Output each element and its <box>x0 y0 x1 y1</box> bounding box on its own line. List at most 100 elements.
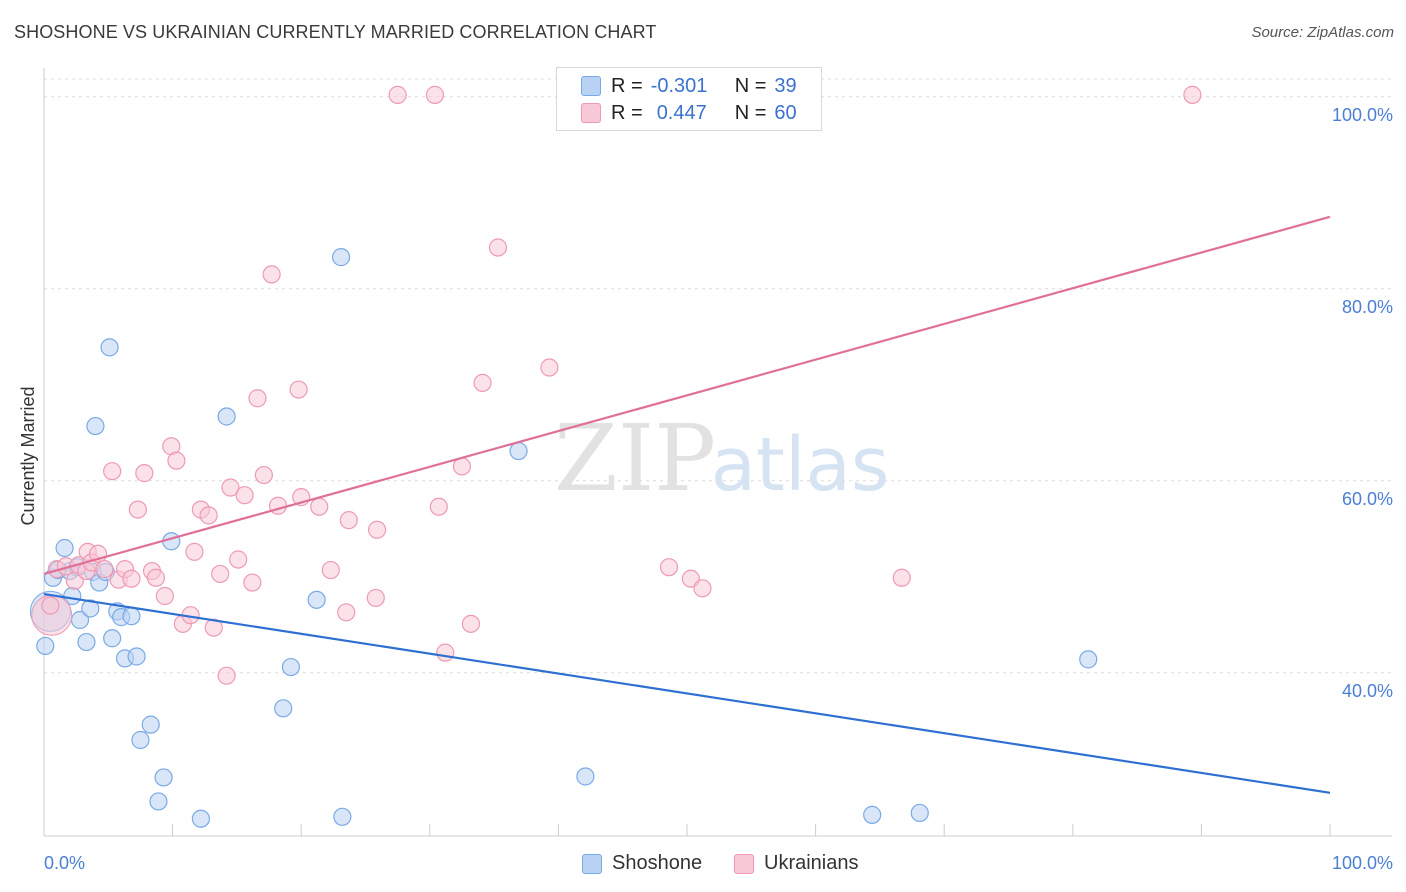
ukrainians-point <box>248 389 267 408</box>
watermark-zip: ZIP <box>554 405 716 512</box>
ukrainians-point <box>339 511 358 530</box>
shoshone-point <box>81 599 100 618</box>
shoshone-point <box>509 441 528 461</box>
shoshone-point <box>122 607 141 626</box>
x-tick-label-start: 0.0% <box>44 853 85 873</box>
shoshone-point <box>86 416 105 436</box>
y-tick-label: 100.0% <box>1332 105 1393 125</box>
ukrainians-point <box>693 579 712 598</box>
chart-title: SHOSHONE VS UKRAINIAN CURRENTLY MARRIED … <box>14 22 657 42</box>
ukrainians-n-value: 60 <box>774 101 797 124</box>
ukrainians-point <box>217 666 236 685</box>
ukrainians-point <box>95 560 114 579</box>
shoshone-r-value: -0.301 <box>650 74 708 97</box>
ukrainians-legend-label: Ukrainians <box>764 852 859 874</box>
bottom-legend: Shoshone Ukrainians <box>0 852 1406 878</box>
ukrainians-point <box>366 588 385 608</box>
ukrainians-point <box>122 569 141 588</box>
legend-row-ukrainians: R = 0.447 N = 60 <box>581 101 797 125</box>
shoshone-legend-label: Shoshone <box>612 852 703 874</box>
shoshone-point <box>77 632 96 652</box>
ukrainians-point <box>310 497 329 516</box>
shoshone-n-value: 39 <box>774 74 797 97</box>
bottom-legend-shoshone: Shoshone <box>582 852 702 875</box>
shoshone-point <box>333 807 352 826</box>
shoshone-point <box>127 647 146 666</box>
ukrainians-point <box>321 560 340 580</box>
shoshone-point <box>100 338 119 357</box>
ukrainians-point <box>135 464 154 483</box>
ukrainians-point <box>103 462 122 481</box>
shoshone-point <box>307 590 326 609</box>
watermark-atlas: atlas <box>711 422 890 508</box>
legend-n-label: N = <box>734 101 767 124</box>
ukrainians-point <box>235 486 254 505</box>
shoshone-point <box>863 805 882 824</box>
legend-row-shoshone: R = -0.301 N = 39 <box>581 74 797 98</box>
shoshone-point <box>149 792 168 811</box>
ukrainians-point <box>429 497 448 516</box>
shoshone-point <box>154 768 173 787</box>
shoshone-point <box>217 407 236 426</box>
shoshone-point <box>910 803 929 823</box>
legend-r-label: R = <box>611 74 643 97</box>
ukrainians-point <box>221 478 240 497</box>
shoshone-trend-line <box>43 592 1331 794</box>
ukrainians-swatch <box>581 103 601 123</box>
ukrainians-point <box>185 542 204 561</box>
shoshone-point <box>331 248 351 267</box>
ukrainians-trend-line <box>43 215 1331 575</box>
ukrainians-r-value: 0.447 <box>656 101 707 124</box>
bottom-legend-ukrainians: Ukrainians <box>734 852 858 875</box>
chart-source: Source: ZipAtlas.com <box>1251 24 1394 41</box>
x-tick-label-end: 100.0% <box>1332 853 1393 873</box>
watermark: ZIP atlas <box>554 405 890 512</box>
ukrainians-point <box>488 238 508 257</box>
legend-n-label: N = <box>734 74 767 97</box>
ukrainians-point <box>167 451 186 470</box>
ukrainians-point <box>211 564 230 584</box>
shoshone-point <box>55 538 74 558</box>
trend-lines <box>43 215 1331 794</box>
shoshone-point <box>36 636 55 656</box>
axes <box>43 68 1392 837</box>
ukrainians-point <box>199 506 218 525</box>
shoshone-legend-swatch <box>582 853 602 874</box>
ukrainians-point <box>388 85 407 104</box>
ukrainians-point <box>41 596 60 615</box>
tick-labels: 40.0% 60.0% 80.0% 100.0% 0.0% 100.0% <box>44 105 1393 873</box>
shoshone-point <box>131 730 150 750</box>
ukrainians-point <box>436 643 455 662</box>
shoshone-point <box>141 715 160 734</box>
ukrainians-point <box>659 558 679 577</box>
ukrainians-point <box>155 586 174 606</box>
ukrainians-point <box>254 465 274 485</box>
ukrainians-point <box>461 614 481 633</box>
shoshone-point <box>576 767 595 786</box>
ukrainians-point <box>425 85 445 104</box>
ukrainians-point <box>892 568 911 587</box>
ukrainians-legend-swatch <box>734 853 754 874</box>
ukrainians-point <box>540 358 559 377</box>
y-tick-label: 80.0% <box>1342 297 1393 317</box>
legend: R = -0.301 N = 39 R = 0.447 N = 60 <box>556 67 822 131</box>
y-tick-label: 60.0% <box>1342 489 1393 509</box>
shoshone-point <box>1079 650 1098 669</box>
ukrainians-point <box>204 618 223 637</box>
shoshone-point <box>274 699 293 718</box>
ukrainians-point <box>128 500 147 519</box>
ukrainians-point <box>1183 85 1202 104</box>
shoshone-point <box>191 809 210 828</box>
ukrainians-point <box>289 380 308 399</box>
ukrainians-point <box>262 265 281 284</box>
shoshone-swatch <box>581 76 601 96</box>
ukrainians-point <box>146 568 165 587</box>
ukrainians-point <box>337 603 356 622</box>
shoshone-point <box>103 629 122 648</box>
ukrainians-point <box>367 520 387 539</box>
y-axis-label: Currently Married <box>18 386 38 525</box>
y-tick-label: 40.0% <box>1342 681 1393 701</box>
ukrainians-point <box>229 550 248 569</box>
data-points <box>29 85 1202 828</box>
